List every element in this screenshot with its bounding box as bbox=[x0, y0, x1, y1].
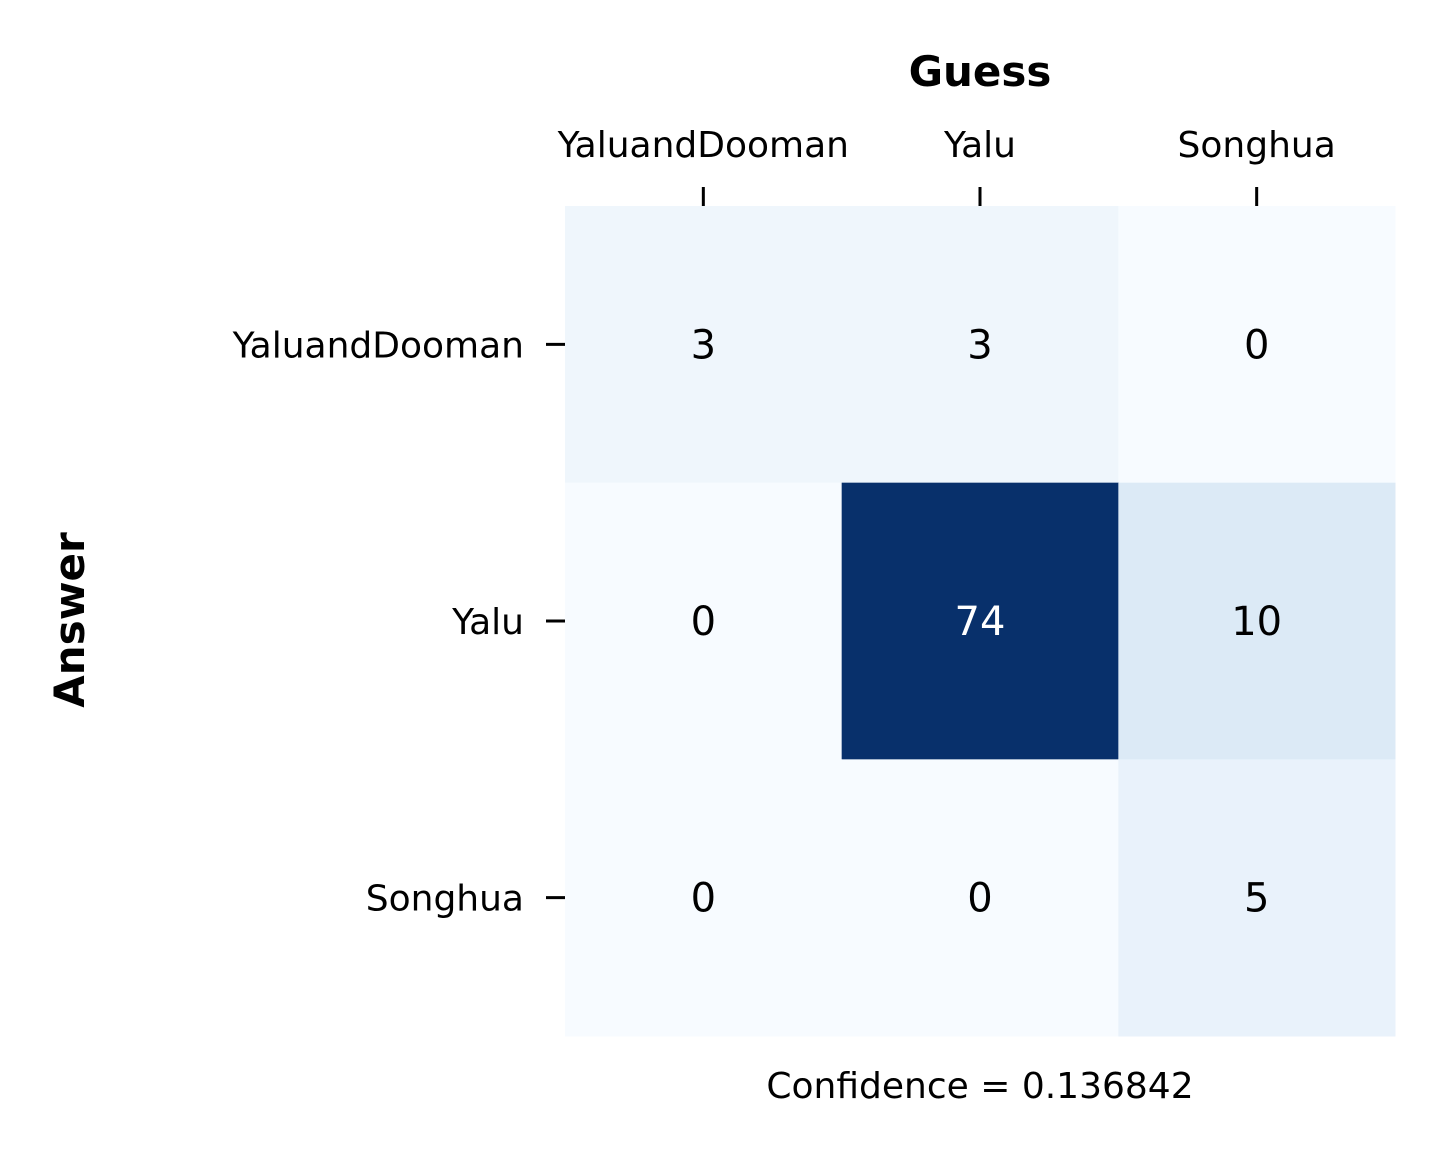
y-tick-label-2: Songhua bbox=[366, 879, 524, 920]
cell-value-r1-c1: 74 bbox=[955, 599, 1006, 645]
heatmap-cells bbox=[565, 206, 1396, 1037]
y-axis-ticks: YaluandDooman Yalu Songhua bbox=[232, 325, 565, 920]
heatmap-cell-r2-c2 bbox=[1118, 759, 1396, 1037]
heatmap-cell-r1-c2 bbox=[1118, 482, 1396, 760]
heatmap-cell-r2-c0 bbox=[565, 759, 843, 1037]
y-axis-title: Answer bbox=[45, 532, 94, 708]
cell-value-r1-c2: 10 bbox=[1231, 599, 1282, 645]
x-tick-label-0: YaluandDooman bbox=[557, 125, 849, 166]
heatmap-cell-r0-c0 bbox=[565, 206, 843, 484]
cell-value-r0-c2: 0 bbox=[1244, 322, 1269, 368]
y-tick-label-1: Yalu bbox=[451, 602, 524, 643]
heatmap-cell-labels: 3 3 0 0 74 10 0 0 5 bbox=[691, 322, 1283, 921]
cell-value-r1-c0: 0 bbox=[691, 599, 716, 645]
x-tick-label-1: Yalu bbox=[943, 125, 1016, 166]
x-axis-title: Guess bbox=[909, 47, 1052, 96]
x-tick-label-2: Songhua bbox=[1178, 125, 1336, 166]
cell-value-r2-c1: 0 bbox=[967, 876, 992, 922]
confidence-footer: Confidence = 0.136842 bbox=[766, 1066, 1193, 1107]
heatmap-cell-r2-c1 bbox=[841, 759, 1119, 1037]
cell-value-r0-c1: 3 bbox=[967, 322, 992, 368]
x-axis-ticks: YaluandDooman Yalu Songhua bbox=[557, 125, 1336, 206]
cell-value-r2-c2: 5 bbox=[1244, 876, 1269, 922]
heatmap-cell-r0-c1 bbox=[841, 206, 1119, 484]
heatmap-cell-r1-c1 bbox=[841, 482, 1119, 760]
cell-value-r0-c0: 3 bbox=[691, 322, 716, 368]
heatmap-cell-r1-c0 bbox=[565, 482, 843, 760]
heatmap-cell-r0-c2 bbox=[1118, 206, 1396, 484]
cell-value-r2-c0: 0 bbox=[691, 876, 716, 922]
y-tick-label-0: YaluandDooman bbox=[232, 325, 524, 366]
